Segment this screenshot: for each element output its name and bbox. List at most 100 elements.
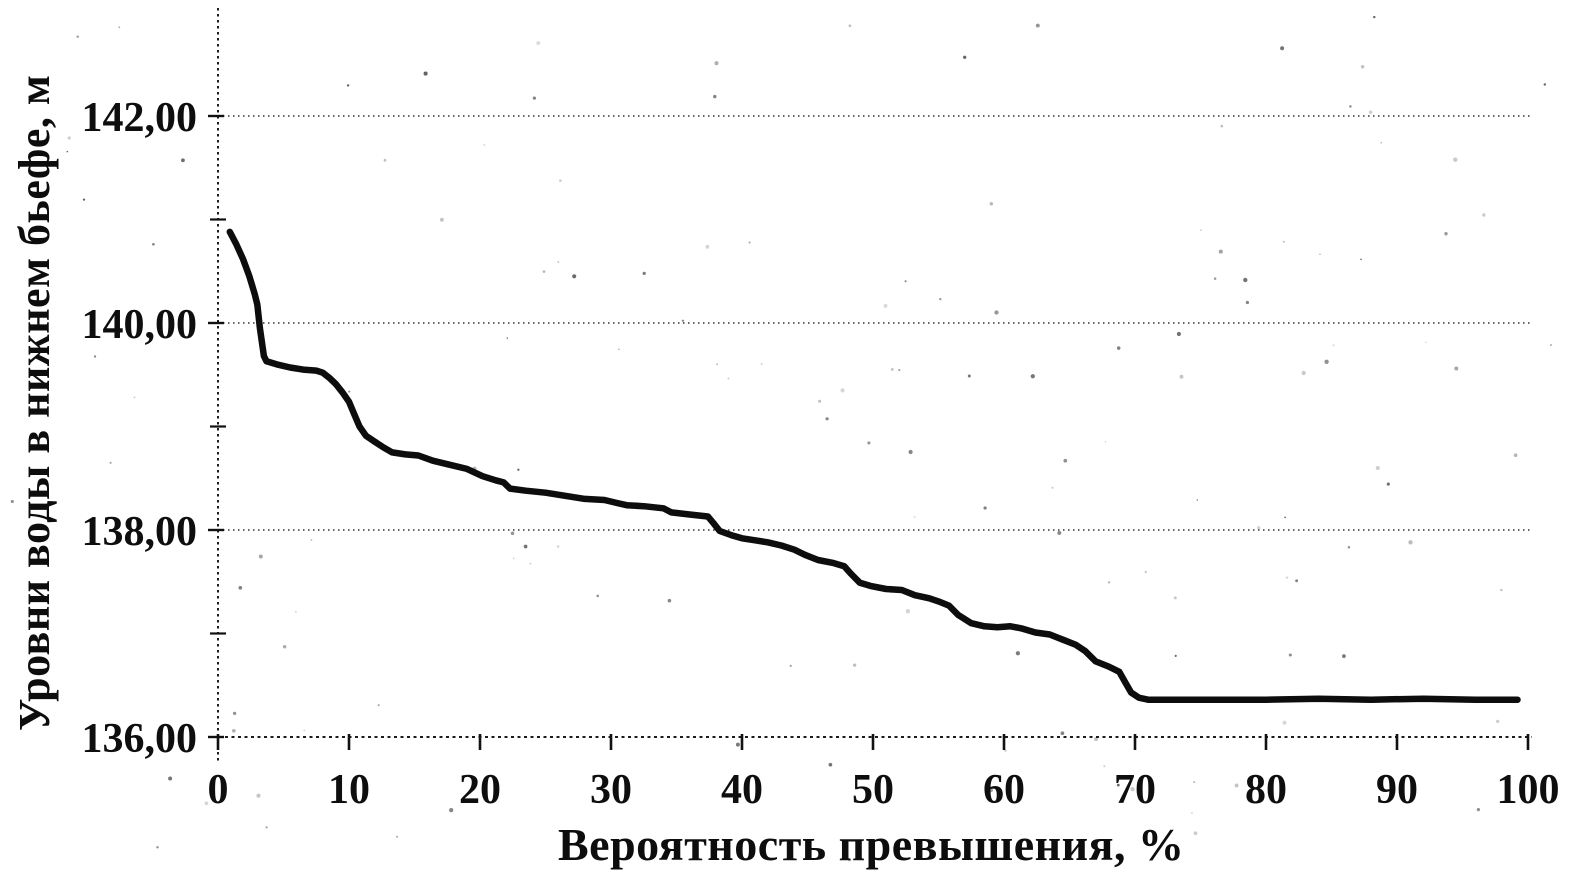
y-tick-label: 138,00 [82, 509, 198, 555]
scan-noise-dot [532, 96, 537, 100]
scan-noise-dot [1179, 374, 1184, 379]
scan-noise-dot [396, 835, 399, 838]
x-tick-label: 70 [1114, 767, 1156, 813]
scan-noise-dot [1453, 157, 1458, 162]
scan-noise-dot [1301, 370, 1306, 376]
x-tick-label: 80 [1245, 767, 1287, 813]
scan-noise-dot [748, 241, 751, 244]
scan-noise-dot [1094, 737, 1099, 742]
scan-noise-dot [231, 728, 236, 733]
scan-noise-dot [1257, 526, 1261, 530]
scan-noise-dot [967, 374, 971, 378]
scan-noise-dot [1218, 249, 1223, 254]
scan-noise-dot [303, 729, 305, 732]
scan-noise-dot [483, 144, 486, 146]
scan-noise-dot [168, 776, 173, 781]
scan-noise-dot [282, 644, 287, 649]
scan-noise-dot [517, 468, 520, 471]
x-tick-label: 0 [208, 767, 229, 813]
scan-noise-dot [988, 787, 993, 793]
scan-noise-dot [1116, 783, 1120, 787]
scan-noise-dot [727, 377, 730, 380]
scan-noise-dot [867, 441, 871, 445]
scan-noise-dot [1284, 516, 1286, 519]
scan-noise-dot [840, 388, 845, 393]
scan-noise-dot [890, 367, 894, 371]
scan-noise-dot [1234, 783, 1239, 788]
scan-noise-dot [705, 244, 710, 249]
scan-noise-dot [1454, 366, 1459, 371]
scan-noise-dot [1368, 110, 1373, 115]
water-level-exceedance-curve [226, 228, 1521, 703]
x-tick-label: 20 [459, 767, 501, 813]
scan-noise-dot [1285, 576, 1289, 579]
scan-noise-dot [542, 270, 546, 273]
scan-noise-dot [1015, 651, 1021, 656]
scan-noise-dot [1380, 141, 1382, 144]
scan-noise-dot [939, 297, 942, 301]
scan-noise-dot [180, 158, 185, 163]
scan-noise-dot [1500, 588, 1503, 592]
scan-noise-dot [904, 280, 907, 283]
scan-noise-dot [258, 554, 263, 559]
x-axis-title: Вероятность превышения, % [558, 819, 1185, 870]
scan-noise-dot [1444, 232, 1448, 236]
scan-noise-dot [1103, 765, 1106, 768]
scan-noise-dot [883, 303, 888, 308]
x-tick-label: 100 [1497, 767, 1560, 813]
scan-noise-dot [1408, 540, 1413, 545]
scan-noise-dot [1063, 458, 1068, 463]
scan-noise-dot [559, 179, 562, 182]
scan-noise-dot [1243, 277, 1248, 283]
scan-noise-dot [1196, 499, 1199, 501]
scan-noise-dot [596, 594, 599, 598]
scan-noise-dot [1071, 116, 1074, 118]
scan-noise-dot [1173, 596, 1177, 600]
scan-noise-dot [1476, 807, 1481, 812]
scan-noise-dot [1144, 570, 1148, 574]
scan-noise-dot [1213, 277, 1217, 280]
scan-noise-dot [1282, 720, 1287, 725]
scan-noise-dot [557, 261, 560, 264]
scan-noise-dot [1104, 441, 1107, 443]
scan-noise-dot [1060, 731, 1065, 736]
scan-noise-dot [1200, 229, 1202, 231]
scan-noise-dot [45, 135, 50, 140]
x-tick-label: 40 [721, 767, 763, 813]
scan-noise-dot [1375, 465, 1380, 471]
y-tick-label: 140,00 [82, 302, 198, 348]
scan-noise-dot [556, 545, 560, 548]
scan-noise-dot [1332, 344, 1335, 347]
scan-noise-dot [681, 319, 685, 322]
scan-noise-dot [1030, 374, 1035, 379]
y-tick-label: 136,00 [82, 716, 198, 762]
scan-noise-dot [1035, 23, 1040, 28]
scan-noise-dot [667, 598, 672, 603]
scan-noise-dot [713, 94, 717, 99]
scan-noise-dot [10, 499, 14, 504]
scan-noise-dot [510, 531, 515, 536]
scan-noise-dot [735, 742, 740, 747]
scan-noise-dot [346, 84, 350, 87]
scan-noise-dot [1280, 46, 1285, 51]
scan-noise-dot [1425, 341, 1427, 344]
scan-noise-dot [963, 55, 967, 59]
scan-noise-dot [714, 61, 719, 66]
scan-noise-dot [1550, 344, 1552, 346]
scan-noise-dot [1193, 781, 1196, 784]
scan-noise-dot [383, 158, 387, 162]
scan-noise-dot [94, 355, 97, 358]
scan-noise-dot [310, 538, 313, 541]
scan-noise-dot [377, 704, 380, 707]
scan-noise-dot [152, 242, 155, 246]
scan-noise-dot [898, 369, 901, 372]
scan-noise-dot [204, 801, 209, 806]
scan-noise-dot [1386, 482, 1390, 486]
scan-noise-dot [828, 762, 833, 767]
scan-noise-dot [1482, 213, 1486, 217]
scan-noise-dot [1347, 545, 1351, 549]
scan-noise-dot [523, 544, 528, 549]
scan-noise-dot [908, 449, 913, 455]
scan-noise-dot [1107, 581, 1111, 584]
